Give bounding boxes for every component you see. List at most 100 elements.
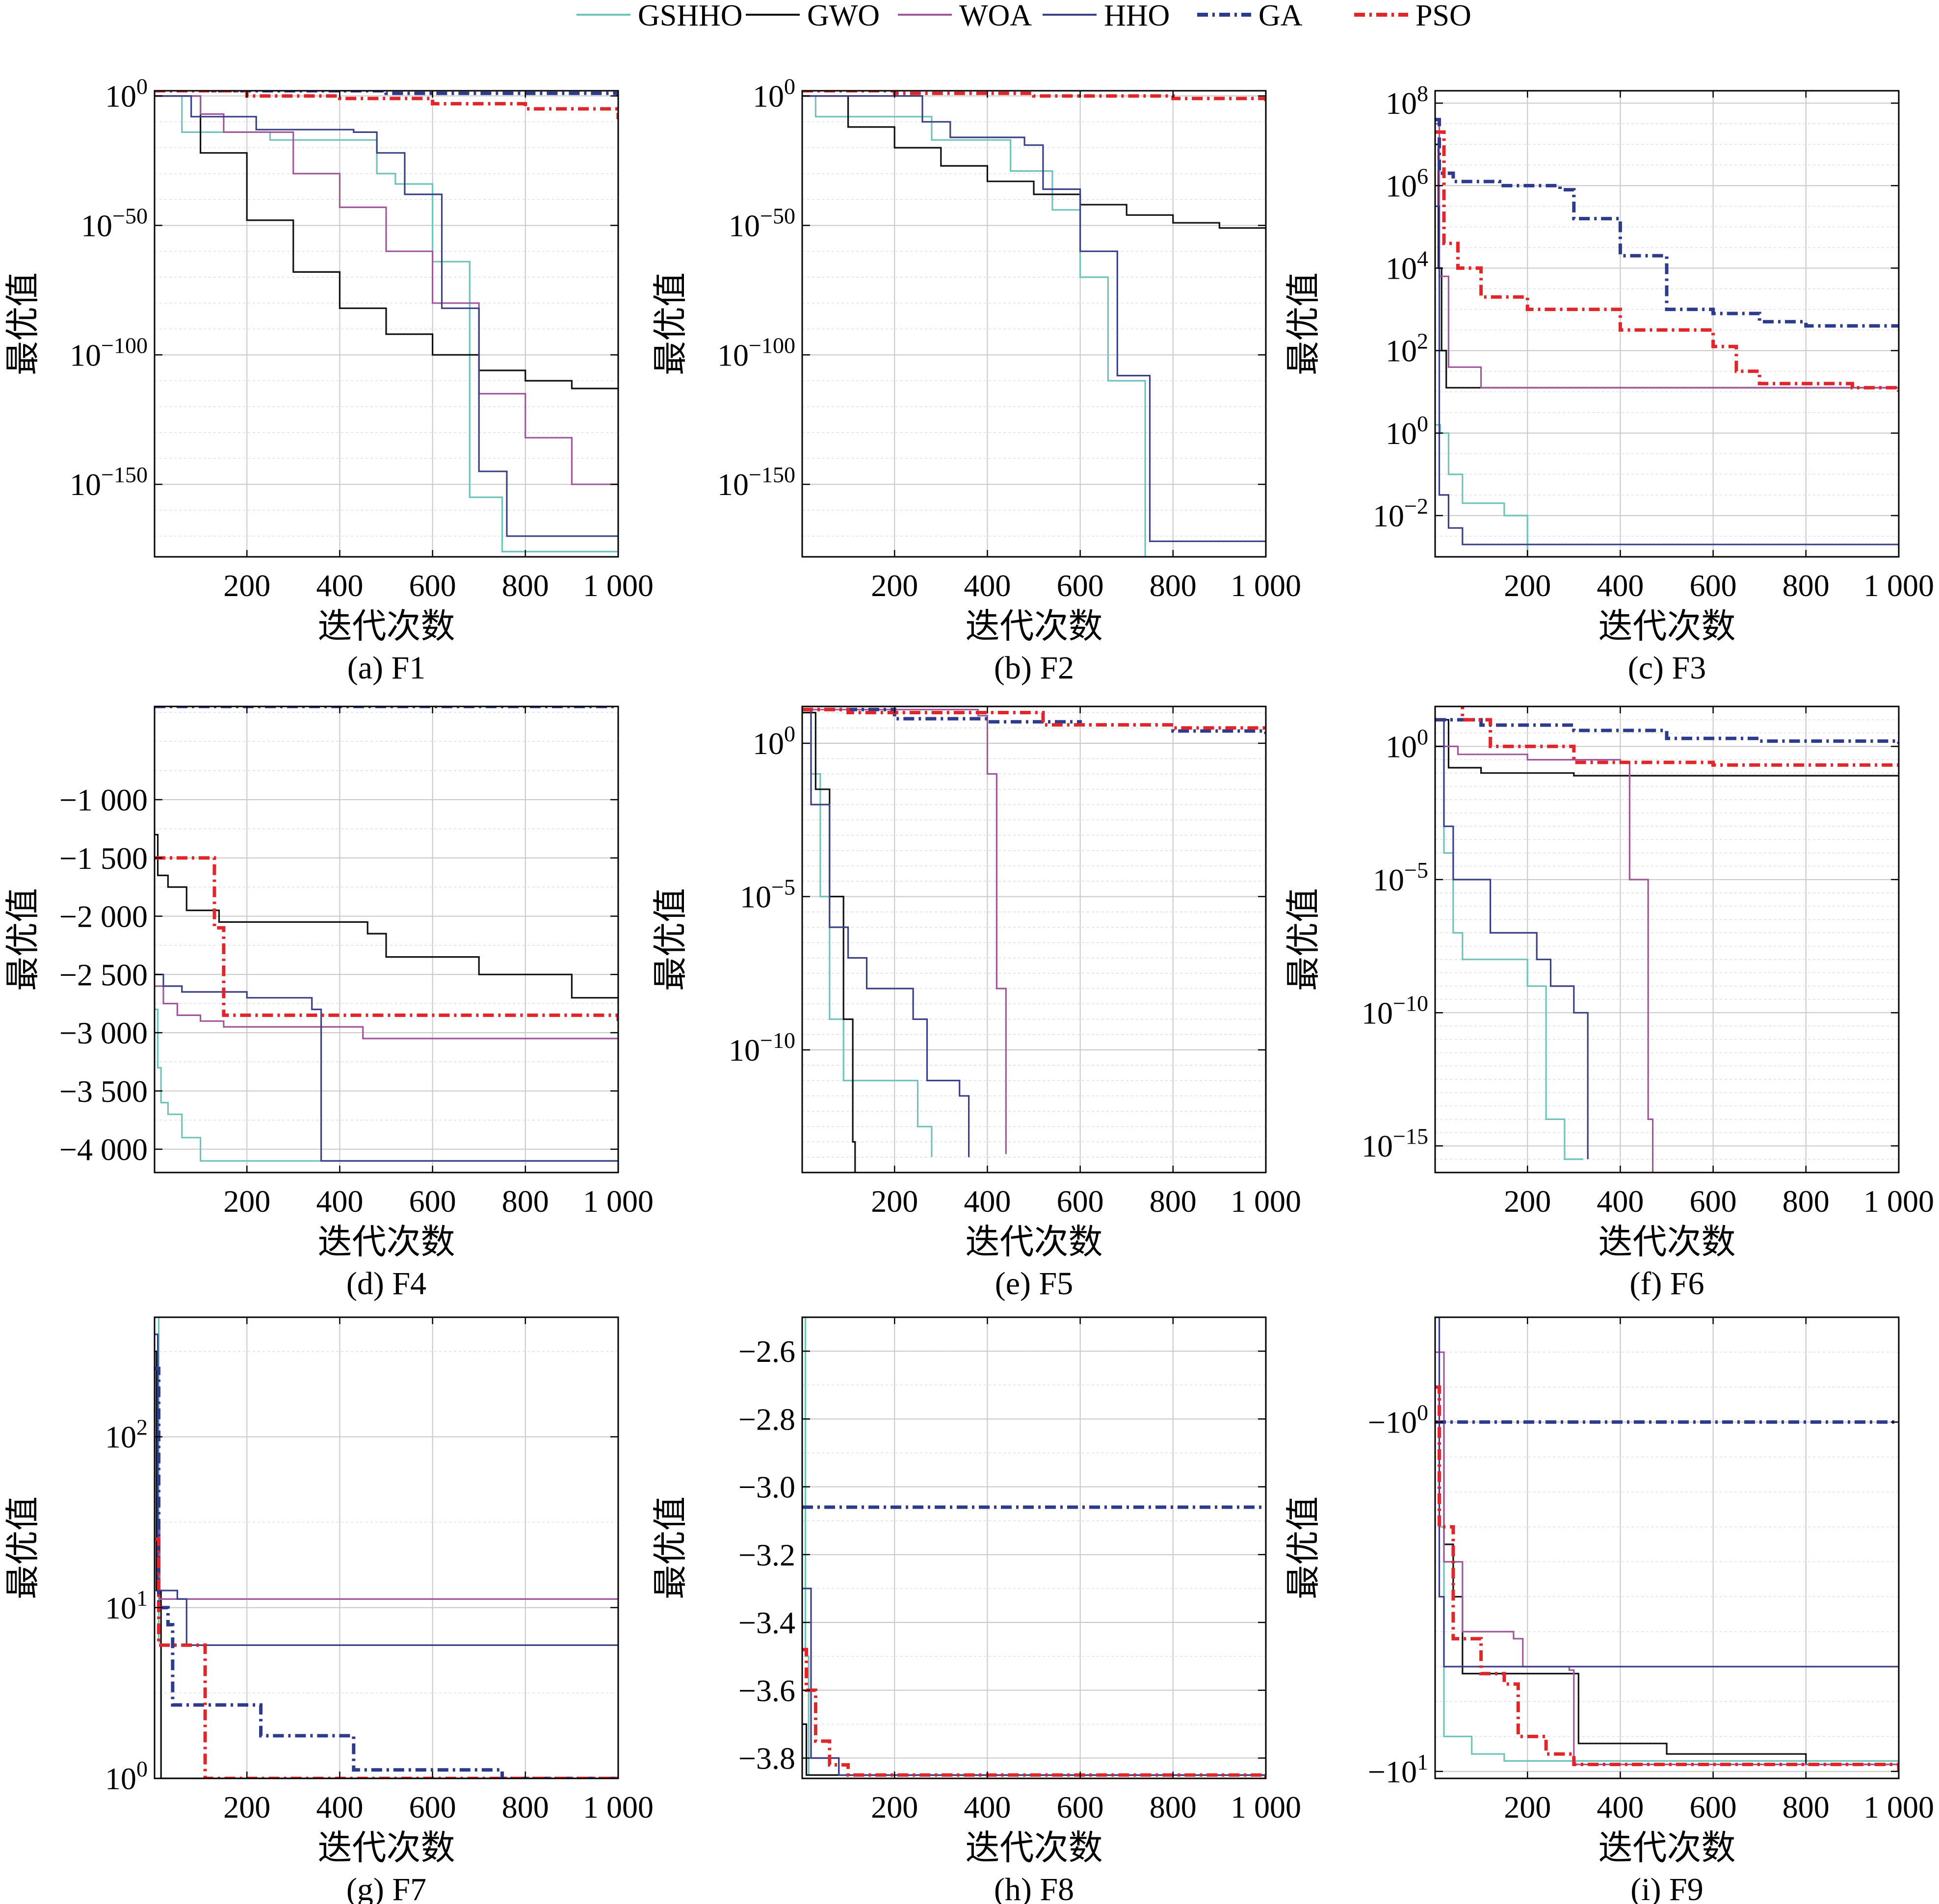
x-axis-label: 迭代次数 [966,1222,1103,1262]
panel-caption: (d) F4 [346,1266,426,1302]
y-axis-label: 最优值 [650,888,690,991]
series-line-woa [1435,123,1899,390]
y-tick-label: −3.0 [738,1470,795,1505]
grid [802,91,1266,557]
grid [155,706,618,1173]
x-tick-label: 600 [409,1790,456,1825]
panel-caption: (h) F8 [994,1872,1074,1904]
plot-frame [1434,90,1900,558]
panel-b: 200 400 600 800 1 000 100 10−50 10−100 10−150 迭代次… [650,74,1301,686]
y-tick-label: 10−10 [729,1028,795,1068]
series-line-pso [1435,130,1899,392]
legend-item-hho: HHO [1043,0,1170,32]
y-axis-label: 最优值 [1283,888,1323,991]
x-tick-label: 200 [1504,1184,1551,1219]
series-line-gshho [1435,424,1899,557]
panel-h: 200 400 600 800 1 000 −2.6 −2.8 −3.0 −3.2 −3.4 −3.… [650,1316,1301,1904]
y-tick-label: −2.8 [738,1402,795,1436]
y-tick-label: −3.8 [738,1741,795,1776]
plot-frame [154,1316,619,1779]
y-tick-label: 104 [1386,246,1428,286]
x-tick-label: 600 [409,568,456,603]
y-tick-label: 10−5 [1373,858,1428,897]
series-line-pso [155,856,618,1021]
grid [155,1317,618,1779]
series-line-woa [802,708,1007,1154]
y-axis-label: 最优值 [1283,272,1323,375]
y-tick-label: −3 000 [59,1016,148,1050]
x-tick-label: 200 [223,568,270,603]
series-line-gshho [802,95,1146,557]
series-line-hho [802,95,1266,542]
grid [802,1317,1266,1778]
y-tick-label: 100 [1386,411,1428,451]
series-group [155,706,618,1162]
panel-caption: (f) F6 [1629,1266,1704,1302]
y-tick-label: −3.2 [738,1538,795,1572]
y-tick-label: 100 [105,1756,148,1796]
series-line-woa [802,1689,1266,1778]
legend-item-gshho: GSHHO [576,0,743,32]
series-group [155,91,618,557]
series-line-gshho [155,1317,618,1778]
x-tick-label: 600 [1057,568,1104,603]
x-tick-label: 600 [1690,568,1737,603]
y-axis-label: 最优值 [2,272,43,375]
panel-g: 200 400 600 800 1 000 102 101 100 迭代次数 最优值 (g) F7 [2,1316,654,1904]
y-tick-label: −2 000 [59,899,148,934]
series-line-ga [155,1366,618,1778]
y-tick-label: −100 [1368,1400,1428,1440]
y-tick-label: 106 [1386,163,1428,203]
x-tick-label: 1 000 [1863,568,1934,603]
x-tick-label: 600 [409,1184,456,1219]
y-tick-label: 100 [1386,724,1428,764]
y-axis-label: 最优值 [1283,1496,1323,1599]
x-tick-label: 400 [1597,568,1644,603]
x-tick-label: 1 000 [1863,1184,1934,1219]
panel-d: 200 400 600 800 1 000 −1 000 −1 500 −2 000 −2 50… [2,705,654,1302]
x-tick-label: 800 [1782,1184,1830,1219]
x-tick-label: 200 [223,1790,270,1825]
y-tick-label: 102 [105,1415,148,1455]
y-tick-label: 10−100 [717,333,795,372]
legend-label: GWO [807,0,880,32]
x-tick-label: 200 [871,568,918,603]
x-tick-label: 400 [316,1790,363,1825]
x-tick-label: 200 [871,1790,918,1825]
panel-i: 200 400 600 800 1 000 −100 −101 迭代次数 最优值 (i) F9 [1283,1316,1934,1904]
x-tick-label: 200 [871,1184,918,1219]
panel-a: 200 400 600 800 1 000 100 10−50 10−100 10−150 迭代次… [2,74,654,686]
series-line-gshho [802,711,933,1157]
series-line-ga [1435,118,1899,328]
series-line-gwo [802,95,1266,231]
y-axis-label: 最优值 [2,888,43,991]
x-tick-label: 400 [964,1790,1011,1825]
series-line-gshho [155,1008,618,1162]
y-tick-label: 10−50 [729,203,795,243]
x-tick-label: 1 000 [583,1790,654,1825]
x-axis-label: 迭代次数 [966,606,1103,646]
series-line-gshho [802,1317,1266,1778]
y-tick-label: 108 [1386,81,1428,121]
legend-item-pso: PSO [1354,0,1471,32]
x-tick-label: 800 [502,1184,549,1219]
y-tick-label: 101 [105,1586,148,1625]
y-tick-label: −3 500 [59,1074,148,1109]
series-group [1435,706,1899,1173]
x-tick-label: 400 [964,1184,1011,1219]
y-tick-label: 10−150 [70,462,148,502]
legend-item-woa: WOA [898,0,1032,32]
x-tick-label: 200 [223,1184,270,1219]
x-axis-label: 迭代次数 [1598,1222,1736,1262]
x-tick-label: 800 [1150,568,1197,603]
x-tick-label: 400 [1597,1184,1644,1219]
y-tick-label: 10−10 [1362,991,1428,1030]
y-tick-label: −101 [1368,1749,1428,1789]
series-line-hho [1435,205,1899,549]
series-line-gshho [1435,1317,1899,1768]
plot-frame [801,705,1267,1174]
x-tick-label: 600 [1057,1790,1104,1825]
series-line-ga [1435,718,1899,744]
x-axis-label: 迭代次数 [318,1827,455,1868]
